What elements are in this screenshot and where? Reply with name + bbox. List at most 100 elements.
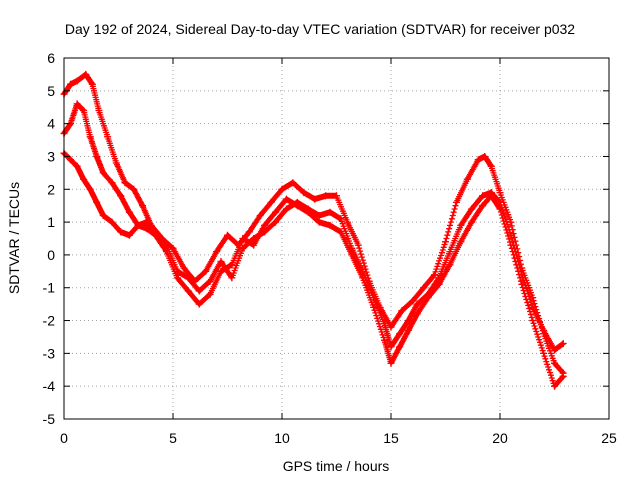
data-point (180, 264, 188, 272)
data-point (387, 343, 395, 351)
data-point (195, 300, 203, 308)
data-point (143, 225, 151, 233)
data-point (337, 215, 345, 223)
grid-lines (64, 58, 609, 419)
x-axis-label: GPS time / hours (283, 458, 390, 474)
data-point (507, 241, 515, 249)
data-point (496, 205, 504, 213)
data-point (125, 231, 133, 239)
data-point (457, 221, 465, 229)
data-point (551, 382, 558, 390)
data-point (93, 198, 101, 206)
data-point (479, 192, 487, 200)
data-point (311, 195, 319, 203)
data-point (481, 153, 489, 160)
data-point (540, 349, 548, 357)
data-point (86, 185, 94, 193)
y-tick-label: 1 (47, 214, 55, 230)
data-point (398, 307, 406, 315)
data-point (446, 261, 454, 269)
data-point (206, 277, 214, 285)
data-point (224, 231, 231, 239)
data-point (112, 159, 120, 167)
data-point (217, 267, 225, 275)
data-point (326, 221, 334, 229)
data-point (289, 179, 297, 187)
data-point (195, 287, 203, 295)
data-point (551, 359, 558, 367)
data-point (173, 274, 181, 282)
data-point (468, 218, 476, 226)
data-point (559, 372, 567, 380)
data-point (217, 258, 225, 265)
y-tick-label: -4 (43, 378, 56, 394)
data-point (540, 326, 548, 334)
data-point (413, 310, 421, 318)
data-point (184, 287, 192, 295)
data-point (228, 274, 236, 282)
data-point (67, 156, 74, 164)
data-point (125, 208, 133, 216)
data-point (300, 189, 308, 197)
data-point (435, 280, 443, 288)
data-point (73, 100, 81, 108)
data-point (409, 297, 417, 305)
data-point (370, 303, 378, 311)
data-point (261, 221, 269, 229)
data-point (468, 205, 476, 213)
data-point (518, 280, 526, 288)
data-point (431, 271, 439, 279)
data-point (134, 221, 142, 229)
y-tick-label: 2 (47, 181, 55, 197)
data-point (293, 202, 301, 210)
data-point (104, 133, 112, 141)
data-point (348, 251, 356, 259)
y-axis-label: SDTVAR / TECUs (6, 182, 22, 294)
data-point (304, 208, 312, 216)
data-point (282, 205, 290, 213)
series-track-3 (60, 149, 567, 390)
data-point (117, 192, 125, 200)
data-point (80, 175, 88, 183)
data-point (282, 195, 290, 203)
data-point (463, 175, 471, 183)
x-tick-label: 5 (169, 430, 177, 446)
x-tick-label: 20 (492, 430, 508, 446)
data-point (487, 162, 495, 170)
data-point (413, 300, 421, 308)
data-point (213, 248, 221, 256)
data-point (152, 231, 160, 239)
data-point (381, 320, 388, 328)
data-point (343, 218, 351, 226)
data-point (272, 208, 279, 216)
data-point (529, 303, 537, 311)
x-tick-label: 0 (60, 430, 68, 446)
data-point (99, 169, 107, 177)
data-point (396, 330, 404, 338)
y-tick-label: 5 (47, 83, 55, 99)
data-point (396, 343, 404, 351)
data-point (67, 80, 74, 88)
data-point (387, 359, 395, 367)
data-point (322, 192, 330, 200)
data-point (326, 208, 334, 216)
data-point (337, 228, 345, 236)
y-tick-label: -3 (43, 345, 56, 361)
data-point (184, 274, 192, 282)
data-point (80, 107, 88, 114)
data-point (82, 70, 90, 78)
data-point (139, 202, 146, 210)
data-point (559, 340, 567, 347)
y-tick-label: 3 (47, 148, 55, 164)
data-point (245, 228, 253, 236)
data-point (121, 179, 129, 187)
data-point (228, 261, 236, 269)
y-tick-label: -5 (43, 411, 56, 427)
data-point (108, 179, 116, 187)
data-point (99, 212, 107, 219)
data-point (143, 218, 151, 226)
data-point (73, 162, 81, 170)
plot-frame (63, 57, 610, 420)
data-point (95, 107, 103, 114)
